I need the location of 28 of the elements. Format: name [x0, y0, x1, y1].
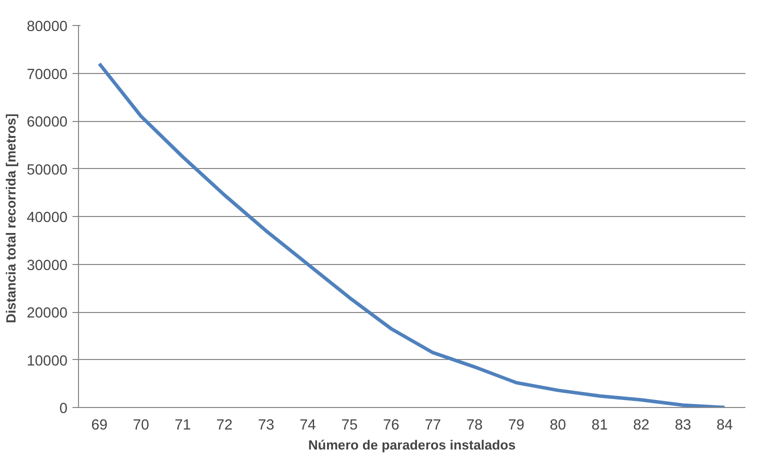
y-tick-label: 0 [59, 401, 68, 417]
x-tick-label: 82 [633, 418, 650, 434]
x-tick-label: 70 [132, 418, 150, 434]
x-tick-label: 83 [674, 418, 692, 434]
y-tick-label: 30000 [26, 258, 68, 274]
x-tick-label: 80 [550, 418, 566, 434]
x-tick-label: 72 [216, 418, 233, 434]
x-tick-label: 79 [508, 418, 524, 434]
y-tick-label: 50000 [26, 162, 68, 178]
x-tick-label: 84 [716, 418, 733, 434]
x-tick-label: 69 [91, 418, 108, 434]
x-tick-label: 78 [466, 418, 483, 434]
line-series [98, 62, 726, 408]
x-tick-label: 75 [341, 418, 358, 434]
y-tick-label: 10000 [26, 353, 68, 370]
y-tick-label: 20000 [26, 306, 68, 322]
y-tick-label: 80000 [26, 19, 68, 35]
x-axis-title: Número de paraderos instalados [308, 438, 516, 452]
x-tick-label: 71 [174, 418, 191, 434]
y-tick-label: 40000 [26, 210, 68, 226]
x-tick-label: 81 [591, 418, 608, 434]
x-tick-label: 77 [424, 418, 442, 434]
x-tick-label: 76 [383, 418, 400, 434]
x-tick-label: 73 [258, 418, 274, 434]
x-tick-label: 74 [300, 418, 316, 434]
y-tick-label: 70000 [26, 66, 68, 83]
y-tick-label: 60000 [26, 114, 68, 130]
y-axis-title: Distancia total recorrida [metros] [4, 114, 19, 324]
